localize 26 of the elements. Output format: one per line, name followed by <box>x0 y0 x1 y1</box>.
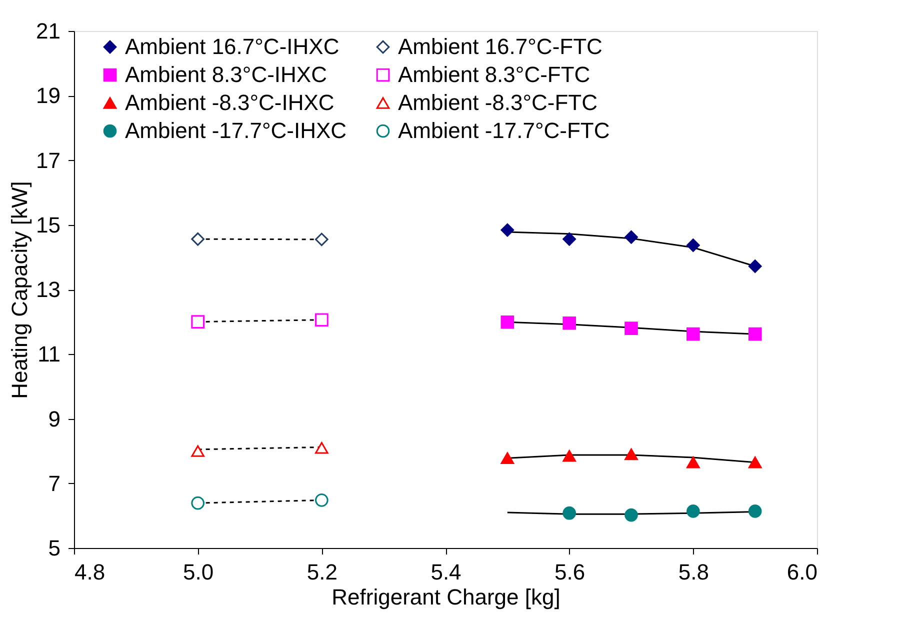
x-axis-title: Refrigerant Charge [kg] <box>332 584 560 610</box>
x-tick-label: 5.2 <box>306 560 338 584</box>
x-tick-label: 5.4 <box>430 560 462 584</box>
y-tick-label: 17 <box>36 148 60 173</box>
x-tick-label: 5.6 <box>554 560 586 584</box>
y-tick-label: 15 <box>36 212 60 238</box>
legend-label: Ambient 16.7°C-FTC <box>398 34 603 59</box>
legend-label: Ambient -17.7°C-FTC <box>398 118 610 143</box>
legend-label: Ambient -8.3°C-IHXC <box>125 90 334 115</box>
legend-label: Ambient -8.3°C-FTC <box>398 90 598 115</box>
legend-label: Ambient 16.7°C-IHXC <box>125 34 340 59</box>
legend-label: Ambient 8.3°C-IHXC <box>125 62 328 87</box>
x-tick-label: 5.0 <box>183 560 214 584</box>
x-tick-label: 5.8 <box>678 560 709 584</box>
x-tick-label: 4.8 <box>74 560 106 584</box>
legend-label: Ambient -17.7°C-IHXC <box>125 118 347 143</box>
y-tick-label: 9 <box>48 406 60 432</box>
y-tick-label: 11 <box>38 342 60 367</box>
y-tick-label: 19 <box>36 83 60 108</box>
y-axis-title: Heating Capacity [kW] <box>7 181 32 399</box>
y-tick-label: 13 <box>36 277 60 302</box>
legend-label: Ambient 8.3°C-FTC <box>398 62 590 87</box>
y-tick-label: 5 <box>48 536 60 560</box>
y-tick-label: 7 <box>48 470 60 496</box>
x-tick-label: 6.0 <box>786 560 818 584</box>
y-tick-label: 21 <box>36 18 60 44</box>
